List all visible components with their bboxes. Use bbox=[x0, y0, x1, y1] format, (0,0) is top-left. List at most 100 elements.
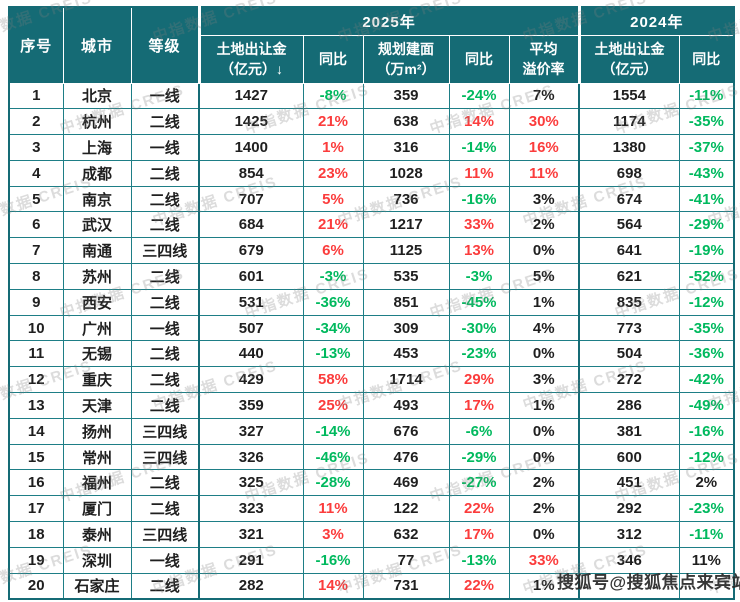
cell-no: 16 bbox=[8, 469, 64, 497]
cell-plan-area-2025-yoy: 33% bbox=[448, 211, 510, 239]
cell-land-fee-2024: 286 bbox=[578, 392, 680, 419]
cell-plan-area-2025: 493 bbox=[362, 392, 450, 419]
cell-city: 西安 bbox=[62, 288, 132, 316]
cell-land-fee-2025-yoy: -36% bbox=[302, 288, 364, 316]
cell-land-fee-2025-yoy: -34% bbox=[302, 314, 364, 342]
cell-tier: 三四线 bbox=[130, 521, 200, 548]
cell-no: 9 bbox=[8, 288, 64, 316]
cell-avg-premium-rate: 2% bbox=[508, 495, 580, 523]
cell-plan-area-2025: 1125 bbox=[362, 237, 450, 265]
cell-land-fee-2025: 359 bbox=[198, 392, 304, 419]
cell-land-fee-2024: 1554 bbox=[578, 82, 680, 110]
cell-land-fee-2025-yoy: 3% bbox=[302, 521, 364, 548]
cell-land-fee-2024-yoy: -11% bbox=[678, 82, 735, 110]
cell-land-fee-2024-yoy: -52% bbox=[678, 263, 735, 290]
cell-no: 15 bbox=[8, 443, 64, 471]
cell-land-fee-2025-yoy: -16% bbox=[302, 546, 364, 574]
cell-land-fee-2025: 601 bbox=[198, 263, 304, 290]
cell-plan-area-2025-yoy: -27% bbox=[448, 469, 510, 497]
table-header: 序号 城市 等级 2025年 2024年 土地出让金 （亿元）↓ 同比 规划建面… bbox=[8, 6, 735, 84]
col-header-label-line2: （万m²） bbox=[376, 61, 436, 77]
cell-no: 11 bbox=[8, 340, 64, 368]
cell-plan-area-2025-yoy: 14% bbox=[448, 108, 510, 136]
cell-land-fee-2024-yoy: -12% bbox=[678, 443, 735, 471]
cell-land-fee-2024-yoy: -41% bbox=[678, 185, 735, 213]
cell-tier: 二线 bbox=[130, 366, 200, 394]
cell-plan-area-2025-yoy: -14% bbox=[448, 134, 510, 161]
cell-city: 南通 bbox=[62, 237, 132, 265]
cell-avg-premium-rate: 2% bbox=[508, 211, 580, 239]
cell-city: 上海 bbox=[62, 134, 132, 161]
cell-no: 1 bbox=[8, 82, 64, 110]
col-header-label-line2: （亿元） bbox=[601, 61, 658, 77]
cell-city: 苏州 bbox=[62, 263, 132, 290]
cell-land-fee-2025: 325 bbox=[198, 469, 304, 497]
cell-tier: 二线 bbox=[130, 185, 200, 213]
col-header-land-fee-2025-sort[interactable]: 土地出让金 （亿元）↓ bbox=[197, 34, 304, 84]
table-row: 9 西安 二线 531 -36% 851 -45% 1% 835 -12% bbox=[8, 288, 735, 316]
col-header-label: 土地出让金 bbox=[594, 40, 665, 57]
cell-no: 10 bbox=[8, 314, 64, 342]
cell-land-fee-2024-yoy: -19% bbox=[678, 237, 735, 265]
cell-land-fee-2025: 440 bbox=[198, 340, 304, 368]
cell-plan-area-2025: 632 bbox=[362, 521, 450, 548]
cell-land-fee-2025: 684 bbox=[198, 211, 304, 239]
cell-land-fee-2025-yoy: 58% bbox=[302, 366, 364, 394]
cell-avg-premium-rate: 1% bbox=[508, 288, 580, 316]
cell-city: 深圳 bbox=[62, 546, 132, 574]
cell-land-fee-2025: 327 bbox=[198, 417, 304, 445]
cell-plan-area-2025-yoy: 11% bbox=[448, 159, 510, 187]
cell-land-fee-2025-yoy: 21% bbox=[302, 211, 364, 239]
col-header-avg-premium-rate: 平均 溢价率 bbox=[508, 34, 580, 84]
cell-plan-area-2025: 676 bbox=[362, 417, 450, 445]
cell-land-fee-2024: 698 bbox=[578, 159, 680, 187]
cell-plan-area-2025-yoy: -3% bbox=[448, 263, 510, 290]
cell-plan-area-2025-yoy: -29% bbox=[448, 443, 510, 471]
cell-land-fee-2024: 600 bbox=[578, 443, 680, 471]
col-header-land-fee-2024: 土地出让金 （亿元） bbox=[577, 34, 680, 84]
cell-land-fee-2024-yoy bbox=[678, 572, 735, 600]
cell-plan-area-2025: 1217 bbox=[362, 211, 450, 239]
cell-land-fee-2025-yoy: 1% bbox=[302, 134, 364, 161]
cell-land-fee-2025: 282 bbox=[198, 572, 304, 600]
cell-avg-premium-rate: 0% bbox=[508, 340, 580, 368]
cell-no: 8 bbox=[8, 263, 64, 290]
table-row: 13 天津 二线 359 25% 493 17% 1% 286 -49% bbox=[8, 392, 735, 419]
col-header-label: 平均 bbox=[529, 40, 558, 57]
col-header-no: 序号 bbox=[8, 6, 64, 84]
cell-land-fee-2025: 707 bbox=[198, 185, 304, 213]
cell-land-fee-2025: 323 bbox=[198, 495, 304, 523]
cell-land-fee-2024-yoy: -49% bbox=[678, 392, 735, 419]
cell-land-fee-2025: 1427 bbox=[198, 82, 304, 110]
cell-land-fee-2025-yoy: -8% bbox=[302, 82, 364, 110]
cell-tier: 二线 bbox=[130, 572, 200, 600]
cell-tier: 二线 bbox=[130, 288, 200, 316]
cell-avg-premium-rate: 7% bbox=[508, 82, 580, 110]
cell-land-fee-2025: 854 bbox=[198, 159, 304, 187]
cell-plan-area-2025: 453 bbox=[362, 340, 450, 368]
cell-land-fee-2025-yoy: 25% bbox=[302, 392, 364, 419]
cell-avg-premium-rate: 0% bbox=[508, 521, 580, 548]
cell-no: 18 bbox=[8, 521, 64, 548]
sort-descending-indicator: （亿元）↓ bbox=[220, 61, 283, 77]
cell-land-fee-2024 bbox=[578, 572, 680, 600]
cell-avg-premium-rate: 4% bbox=[508, 314, 580, 342]
cell-city: 重庆 bbox=[62, 366, 132, 394]
cell-land-fee-2024: 773 bbox=[578, 314, 680, 342]
cell-plan-area-2025: 122 bbox=[362, 495, 450, 523]
cell-plan-area-2025: 77 bbox=[362, 546, 450, 574]
cell-plan-area-2025-yoy: 17% bbox=[448, 392, 510, 419]
cell-land-fee-2025: 1400 bbox=[198, 134, 304, 161]
cell-avg-premium-rate: 1% bbox=[508, 572, 580, 600]
table-row: 8 苏州 二线 601 -3% 535 -3% 5% 621 -52% bbox=[8, 263, 735, 290]
table-row: 3 上海 一线 1400 1% 316 -14% 16% 1380 -37% bbox=[8, 134, 735, 161]
cell-avg-premium-rate: 0% bbox=[508, 237, 580, 265]
col-header-label: 规划建面 bbox=[378, 40, 434, 57]
cell-land-fee-2024: 381 bbox=[578, 417, 680, 445]
col-header-land-fee-2024-yoy: 同比 bbox=[678, 34, 735, 84]
cell-city: 石家庄 bbox=[62, 572, 132, 600]
cell-tier: 二线 bbox=[130, 340, 200, 368]
cell-land-fee-2025: 291 bbox=[198, 546, 304, 574]
cell-land-fee-2024: 621 bbox=[578, 263, 680, 290]
cell-no: 6 bbox=[8, 211, 64, 239]
